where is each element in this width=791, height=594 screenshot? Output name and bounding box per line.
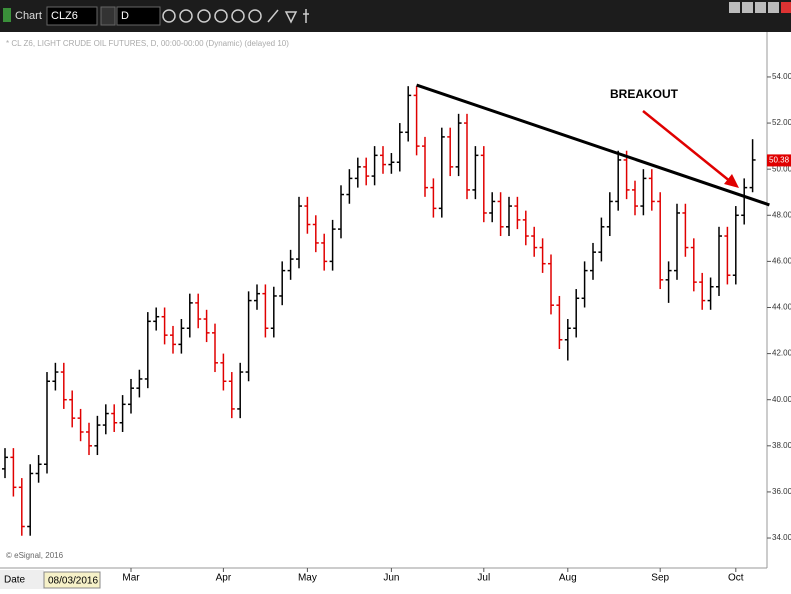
window-controls[interactable] [729,2,791,13]
last-price-box [767,154,791,167]
interval-box[interactable] [116,6,161,26]
y-tick-label: 52.00 [772,118,791,127]
app-name: Chart [15,10,42,22]
app-icon [3,8,11,22]
plot-area [0,32,767,568]
chart-title: * CL Z6, LIGHT CRUDE OIL FUTURES, D, 00:… [6,39,289,48]
x-tick-label: May [298,573,317,584]
date-label-box [0,570,44,589]
annotation-arrowhead [724,174,739,188]
y-tick-label: 48.00 [772,210,791,219]
date-label: Date [4,575,26,586]
y-tick-label: 50.00 [772,164,791,173]
x-tick-label: Oct [728,573,744,584]
interval: D [121,10,129,22]
symbol-button[interactable] [100,6,116,26]
x-tick-label: Jul [477,573,490,584]
x-tick-label: Jun [383,573,399,584]
toolbar-icons[interactable] [162,9,309,24]
x-tick-label: Aug [559,573,577,584]
copyright: © eSignal, 2016 [6,551,64,560]
x-tick-label: Apr [216,573,232,584]
y-tick-label: 44.00 [772,303,791,312]
date-value: 08/03/2016 [48,576,98,587]
last-price: 50.38 [769,156,790,165]
symbol: CLZ6 [51,10,78,22]
y-tick-label: 46.00 [772,256,791,265]
x-tick-label: Sep [651,573,669,584]
y-tick-label: 54.00 [772,72,791,81]
y-tick-label: 40.00 [772,395,791,404]
annotation-arrow [642,110,732,183]
x-tick-label: Mar [122,573,140,584]
annotation: BREAKOUT [610,87,679,101]
y-tick-label: 38.00 [772,441,791,450]
symbol-box[interactable] [46,6,98,26]
y-tick-label: 36.00 [772,487,791,496]
y-tick-label: 34.00 [772,533,791,542]
date-value-box [43,571,101,589]
y-tick-label: 42.00 [772,349,791,358]
trendline [416,83,770,207]
